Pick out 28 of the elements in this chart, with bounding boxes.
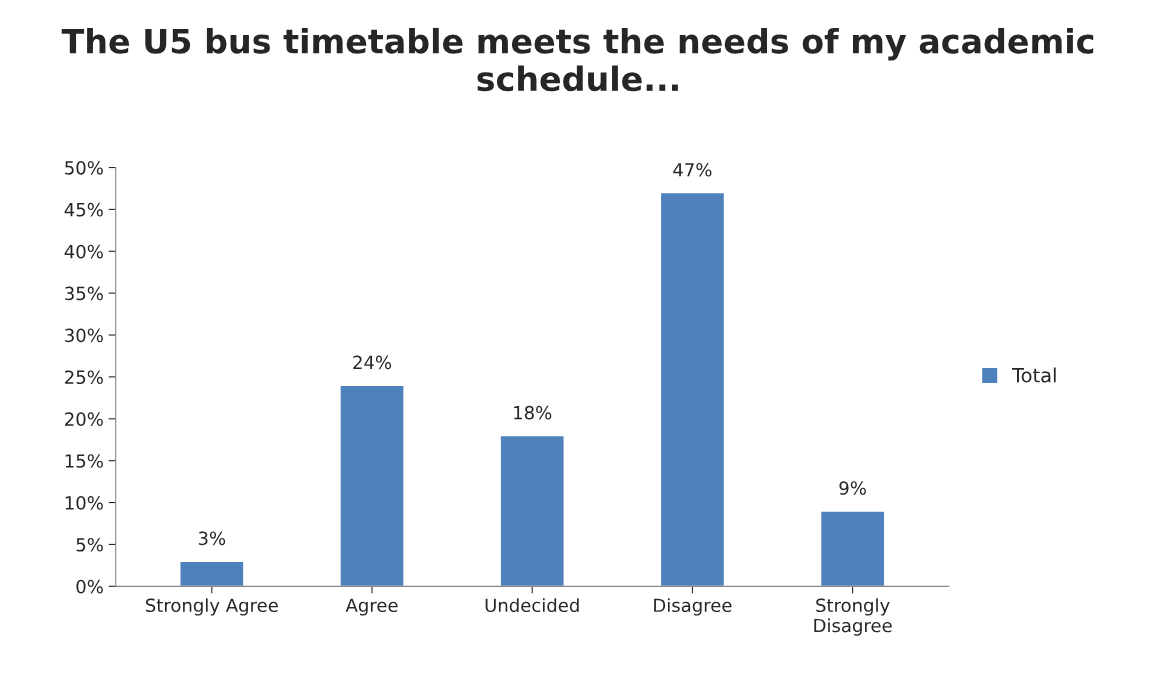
y-tick-label: 50% — [65, 160, 103, 175]
x-tick-label: Agree — [345, 598, 398, 616]
y-tick-label: 10% — [65, 496, 103, 510]
data-label: 9% — [839, 481, 866, 495]
bar — [659, 191, 726, 587]
y-tick-label: 35% — [65, 286, 103, 301]
x-tick-label: Strongly Agree — [146, 598, 278, 616]
y-tick-label: 0% — [76, 579, 103, 594]
chart-title: The U5 bus timetable meets the needs of my academic schedule... — [61, 27, 1094, 92]
legend-label: Total — [1012, 367, 1056, 383]
bar — [179, 560, 245, 587]
y-tick-label: 45% — [64, 202, 103, 217]
y-tick-label: 20% — [65, 412, 103, 426]
bar — [499, 434, 565, 587]
x-tick-label: Strongly Disagree — [814, 598, 892, 636]
y-tick-label: 40% — [64, 244, 103, 259]
data-label: 3% — [198, 531, 226, 546]
y-tick-label: 15% — [65, 454, 103, 468]
data-label: 24% — [353, 355, 392, 370]
y-tick-label: 25% — [65, 370, 103, 385]
data-label: 18% — [514, 405, 552, 420]
bar — [819, 510, 886, 587]
x-tick-label: Disagree — [654, 598, 732, 616]
bar — [339, 384, 405, 587]
y-tick-label: 5% — [76, 537, 103, 552]
data-label: 47% — [673, 162, 712, 177]
x-tick-label: Undecided — [485, 598, 579, 613]
y-tick-label: 30% — [65, 328, 103, 343]
